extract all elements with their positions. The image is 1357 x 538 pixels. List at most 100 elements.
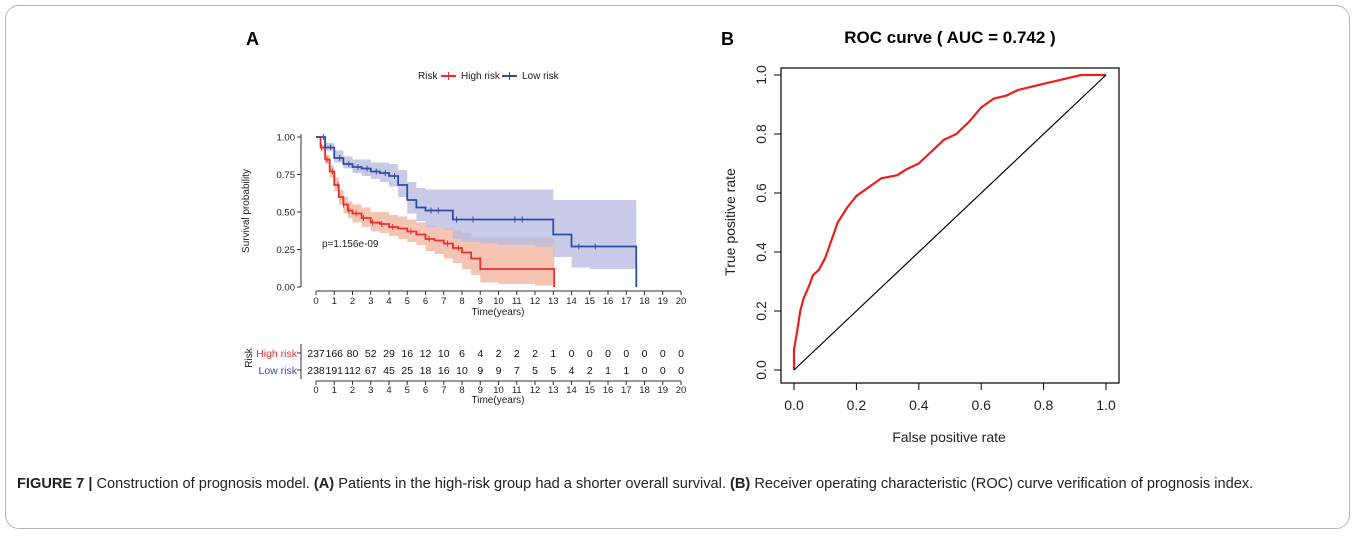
- risk-x-tick-label: 13: [548, 385, 559, 396]
- panel-b-letter: B: [721, 29, 734, 49]
- risk-cell: 52: [365, 348, 377, 360]
- risk-x-tick-label: 14: [566, 385, 577, 396]
- risk-x-tick-label: 9: [478, 385, 483, 396]
- risk-cell: 9: [496, 365, 502, 377]
- km-x-tick-label: 4: [386, 296, 391, 307]
- km-y-ticks: 0.00 0.25 0.50 0.75 1.00: [277, 133, 301, 294]
- km-x-tick-label: 15: [584, 296, 595, 307]
- risk-x-tick-label: 18: [639, 385, 650, 396]
- risk-x-tick-label: 1: [332, 385, 337, 396]
- roc-y-tick-label: 0.2: [753, 301, 769, 321]
- figure-graphic: A B ROC curve ( AUC = 0.742 ) Risk High …: [241, 28, 1120, 445]
- km-x-tick-label: 10: [493, 296, 504, 307]
- roc-x-tick-label: 0.8: [1034, 397, 1054, 413]
- risk-x-tick-label: 16: [603, 385, 614, 396]
- km-x-tick-label: 18: [639, 296, 650, 307]
- risk-cell: 5: [550, 365, 556, 377]
- caption-lead: Construction of prognosis model.: [92, 476, 314, 492]
- panel-a-letter: A: [246, 29, 259, 49]
- km-confidence-bands: [316, 137, 637, 287]
- roc-diagonal: [793, 74, 1107, 371]
- km-line-high: [316, 136, 556, 287]
- risk-x-tick-label: 15: [584, 385, 595, 396]
- roc-y-tick-label: 1.0: [753, 65, 769, 85]
- risk-cell: 0: [678, 348, 684, 360]
- km-y-tick-label: 0.75: [277, 170, 296, 181]
- caption-b-text: Receiver operating characteristic (ROC) …: [750, 476, 1254, 492]
- risk-cell: 0: [678, 365, 684, 377]
- km-x-tick-label: 17: [621, 296, 632, 307]
- roc-x-tick-label: 0.6: [971, 397, 991, 413]
- caption-figure-label: FIGURE 7 |: [17, 476, 93, 492]
- km-x-tick-label: 9: [478, 296, 483, 307]
- risk-x-tick-label: 2: [350, 385, 355, 396]
- roc-plot-frame: [780, 67, 1120, 384]
- caption-a-text: Patients in the high-risk group had a sh…: [334, 476, 731, 492]
- roc-x-tick-label: 0.2: [847, 397, 867, 413]
- risk-cell: 0: [605, 348, 611, 360]
- km-plot: 0.000.250.500.751.00 0 1 2 3 4 5 6 7 8 9 10 11 12 13 1…: [241, 133, 686, 319]
- km-legend-high-label: High risk: [461, 71, 501, 82]
- roc-x-ticks: 0.0 0.2 0.4 0.6 0.8 1.0: [784, 383, 1116, 413]
- risk-cell: 4: [569, 365, 575, 377]
- km-x-label: Time(years): [472, 307, 525, 318]
- risk-table: Risk High risk Low risk 237 166 80 52 29 16 12…: [244, 344, 686, 406]
- caption-a-tag: (A): [313, 476, 335, 492]
- roc-y-tick-label: 0.8: [753, 124, 769, 144]
- km-line-low: [316, 136, 638, 287]
- risk-cell: 25: [401, 365, 413, 377]
- risk-cell: 9: [477, 365, 483, 377]
- risk-x-tick-label: 7: [441, 385, 446, 396]
- risk-cell: 12: [420, 348, 432, 360]
- risk-cell: 2: [587, 365, 593, 377]
- risk-cell: 16: [438, 365, 450, 377]
- km-y-tick-label: 0.00: [277, 283, 296, 294]
- km-x-tick-label: 7: [441, 296, 446, 307]
- roc-lines: [792, 73, 1107, 371]
- roc-y-tick-label: 0.0: [753, 360, 769, 380]
- risk-x-tick-label: 10: [493, 385, 504, 396]
- km-censor-marks: [320, 134, 596, 251]
- roc-x-tick-label: 0.0: [784, 397, 804, 413]
- figure-frame: [5, 5, 1350, 529]
- risk-x-tick-label: 20: [676, 385, 687, 396]
- risk-cell: 1: [550, 348, 556, 360]
- km-x-tick-label: 8: [459, 296, 464, 307]
- km-x-tick-label: 19: [657, 296, 668, 307]
- km-x-ticks: 0 1 2 3 4 5 6 7 8 9 10 11 12 13 14 15 16 17 18 19 20: [313, 291, 686, 307]
- roc-y-tick-label: 0.6: [753, 183, 769, 203]
- km-x-tick-label: 0: [313, 296, 318, 307]
- km-p-value: p=1.156e-09: [322, 239, 379, 250]
- risk-cell: 237: [307, 348, 325, 360]
- risk-cell: 0: [587, 348, 593, 360]
- risk-cell: 1: [623, 365, 629, 377]
- risk-cell: 0: [660, 365, 666, 377]
- roc-y-label: True positive rate: [722, 168, 738, 276]
- km-x-tick-label: 12: [530, 296, 541, 307]
- km-legend: Risk High risk Low risk: [418, 71, 560, 82]
- risk-x-tick-label: 5: [405, 385, 410, 396]
- risk-x-tick-label: 0: [313, 385, 318, 396]
- km-survival-lines: [316, 136, 638, 287]
- km-y-tick-label: 0.25: [277, 245, 296, 256]
- km-x-tick-label: 6: [423, 296, 428, 307]
- risk-cell: 16: [401, 348, 413, 360]
- risk-cell: 10: [438, 348, 450, 360]
- roc-plot: 0.0 0.2 0.4 0.6 0.8 1.0 0.0 0.2 0.4 0.6 0.8 1.0 Fa…: [722, 65, 1120, 445]
- km-x-tick-label: 14: [566, 296, 577, 307]
- km-x-tick-label: 2: [350, 296, 355, 307]
- risk-x-tick-label: 3: [368, 385, 373, 396]
- risk-x-tick-label: 12: [530, 385, 541, 396]
- risk-cell: 0: [569, 348, 575, 360]
- risk-cell: 45: [383, 365, 395, 377]
- km-y-tick-label: 0.50: [277, 208, 296, 219]
- km-x-tick-label: 5: [405, 296, 410, 307]
- km-legend-low-label: Low risk: [522, 71, 560, 82]
- risk-cell: 112: [344, 365, 361, 377]
- roc-y-ticks: 0.0 0.2 0.4 0.6 0.8 1.0: [753, 65, 781, 380]
- km-band-high: [316, 137, 555, 287]
- km-x-tick-label: 20: [676, 296, 687, 307]
- risk-cell: 2: [514, 348, 520, 360]
